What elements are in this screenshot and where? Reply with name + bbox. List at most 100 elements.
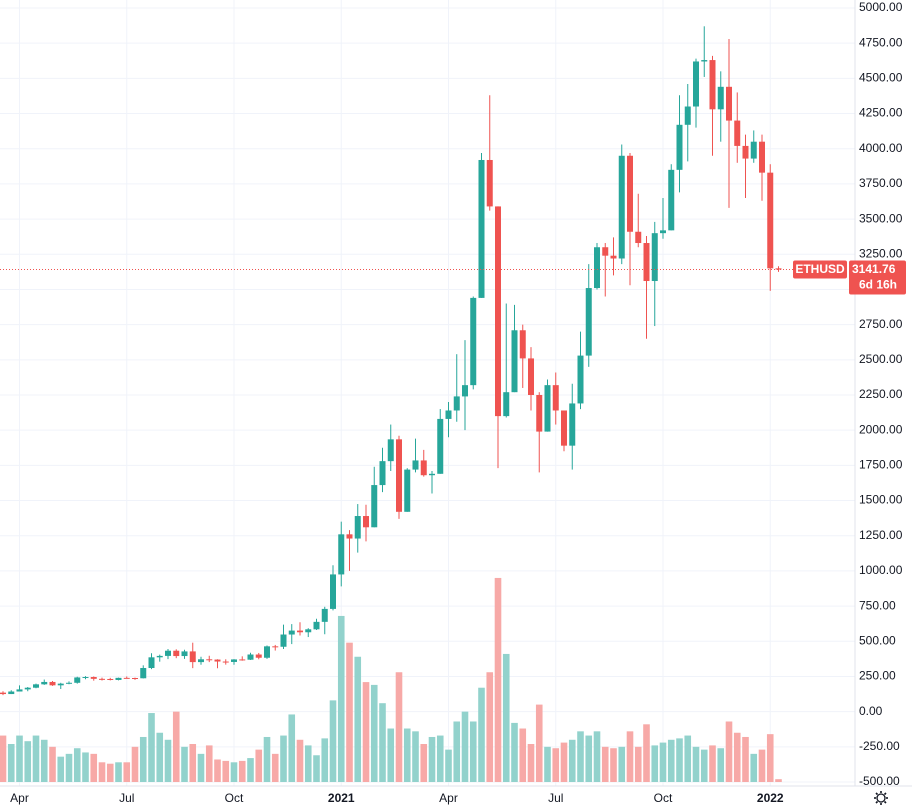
candle-body	[272, 646, 279, 648]
price-tag-bg	[849, 260, 906, 295]
candle-body	[750, 141, 757, 159]
candle-body	[396, 439, 402, 512]
y-tick-label: 4000.00	[859, 141, 903, 155]
volume-bar	[321, 738, 329, 782]
x-tick-label: Oct	[225, 791, 244, 805]
volume-bar	[313, 755, 320, 782]
volume-bar	[32, 735, 40, 782]
volume-bar	[263, 736, 271, 782]
volume-bar	[164, 739, 172, 782]
volume-bar	[139, 736, 147, 782]
volume-bar	[428, 736, 436, 782]
volume-bar	[618, 746, 626, 782]
settings-icon[interactable]	[874, 791, 888, 805]
candle-body	[165, 650, 171, 656]
candle-body	[173, 650, 180, 657]
y-tick-label: 1750.00	[859, 458, 903, 472]
volume-bar	[766, 734, 774, 782]
candle-body	[503, 392, 510, 417]
candle-body	[635, 231, 642, 244]
volume-bar	[700, 749, 708, 782]
volume-bar	[684, 735, 692, 782]
candle-body	[321, 608, 328, 622]
volume-bar	[502, 653, 510, 782]
volume-bar	[601, 746, 609, 782]
y-tick-label: 3750.00	[859, 176, 903, 190]
candle-body	[561, 410, 567, 446]
candle-body	[627, 155, 633, 232]
candle-body	[478, 159, 485, 298]
candle-body	[453, 396, 460, 411]
candle-body	[363, 516, 369, 528]
candle-body	[544, 385, 551, 432]
candle-body	[255, 654, 262, 658]
candle-body	[602, 247, 609, 256]
volume-bar	[189, 744, 197, 782]
candle-body	[66, 682, 72, 684]
y-tick-label: 5000.00	[859, 0, 903, 14]
volume-bar	[106, 763, 114, 782]
volume-bar	[131, 746, 139, 782]
candle-body	[610, 255, 617, 259]
candle-body	[123, 677, 130, 679]
candle-body	[280, 634, 287, 647]
candle-body	[74, 677, 81, 683]
volume-bar	[115, 762, 122, 782]
candle-body	[305, 629, 312, 633]
volume-bar	[148, 713, 155, 782]
volume-bar	[758, 749, 766, 782]
candle-body	[528, 358, 534, 395]
volume-bar	[560, 742, 568, 782]
symbol-tag-bg	[793, 260, 847, 279]
y-tick-label: 750.00	[859, 598, 896, 612]
candle-body	[0, 692, 6, 695]
candle-body	[222, 661, 229, 663]
y-tick-label: 1500.00	[859, 493, 903, 507]
candle-body	[313, 621, 320, 630]
candle-body	[767, 172, 774, 269]
y-tick-label: 3250.00	[859, 246, 903, 260]
x-tick-label: Jul	[548, 791, 563, 805]
candle-body	[470, 297, 477, 386]
y-tick-label: 2750.00	[859, 317, 903, 331]
volume-bar	[403, 728, 411, 782]
volume-bar	[230, 762, 238, 782]
volume-bar	[651, 745, 659, 782]
candle-body	[511, 330, 518, 393]
volume-bar	[725, 721, 733, 782]
volume-bar	[643, 724, 650, 782]
candle-body	[594, 247, 600, 289]
candle-body	[429, 473, 435, 476]
y-tick-label: 3500.00	[859, 211, 903, 225]
candle-body	[618, 155, 625, 259]
candle-body	[577, 355, 584, 404]
candle-body	[660, 230, 666, 234]
volume-bar	[577, 731, 584, 782]
candle-layer	[0, 26, 782, 696]
volume-bar	[511, 722, 518, 782]
candle-body	[198, 659, 204, 663]
volume-bar	[593, 731, 601, 782]
candle-body	[231, 659, 237, 662]
countdown-label: 6d 16h	[859, 278, 897, 292]
volume-bar	[379, 703, 386, 782]
x-tick-label: Oct	[654, 791, 673, 805]
candle-body	[759, 141, 765, 173]
y-tick-label: 4750.00	[859, 35, 903, 49]
volume-bar	[172, 711, 180, 782]
candle-body	[536, 395, 543, 432]
volume-bar	[337, 615, 345, 782]
candle-body	[132, 678, 138, 680]
volume-bar	[535, 704, 543, 782]
volume-bar	[156, 732, 164, 782]
candle-body	[420, 460, 427, 476]
volume-bar	[527, 744, 535, 782]
volume-bar	[412, 731, 419, 782]
volume-bar	[634, 746, 642, 782]
volume-bar	[519, 728, 527, 782]
candle-body	[486, 159, 493, 207]
volume-bar	[16, 735, 23, 782]
y-tick-label: 2000.00	[859, 422, 903, 436]
candle-body	[148, 657, 155, 669]
